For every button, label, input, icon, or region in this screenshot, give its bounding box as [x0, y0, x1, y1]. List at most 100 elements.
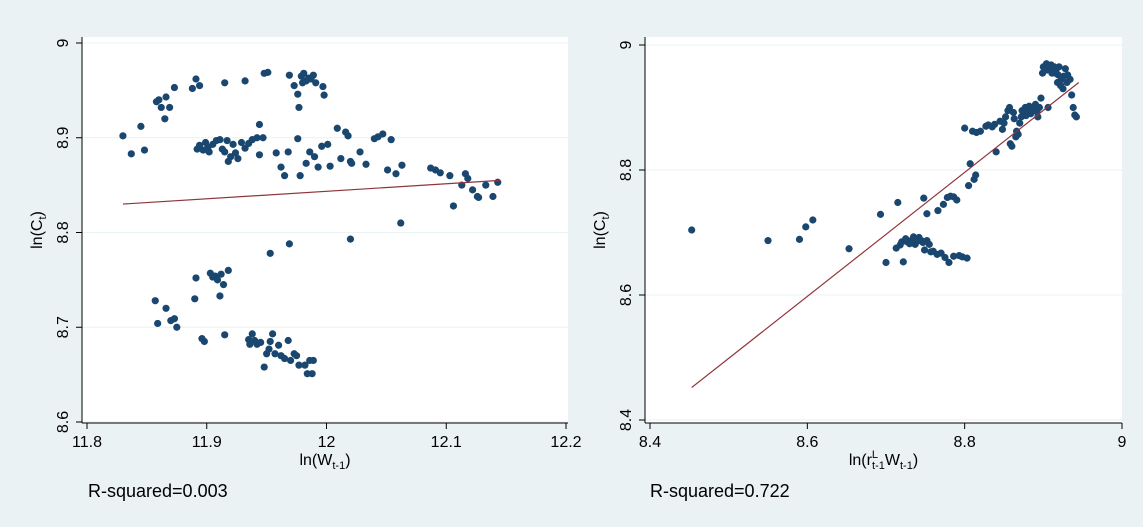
right-data-point [809, 216, 817, 224]
left-y-tick-label: 8.6 [55, 411, 72, 433]
right-data-point [953, 196, 961, 204]
left-data-point [266, 249, 274, 257]
left-data-point [216, 292, 224, 300]
right-data-point [992, 148, 1000, 156]
right-x-tick-label: 9 [1118, 434, 1127, 451]
left-y-tick-label: 8.8 [55, 221, 72, 243]
left-data-point [119, 132, 127, 140]
left-data-point [344, 132, 352, 140]
left-data-point [155, 96, 163, 104]
left-data-point [221, 79, 229, 87]
left-data-point [324, 140, 332, 148]
left-data-point [320, 91, 328, 99]
left-data-point [231, 149, 240, 157]
left-data-point [162, 304, 170, 312]
right-data-point [1035, 103, 1043, 112]
right-data-point [795, 235, 804, 243]
right-data-point [1055, 63, 1063, 71]
left-data-point [271, 350, 279, 358]
left-data-point [170, 83, 179, 92]
right-data-point [899, 258, 907, 266]
left-data-point [292, 352, 301, 360]
left-data-point [346, 235, 355, 243]
left-data-point [310, 153, 319, 161]
left-data-point [387, 136, 395, 144]
left-data-point [234, 154, 242, 163]
left-data-point [154, 319, 162, 328]
right-data-point [976, 127, 985, 135]
left-data-point [285, 71, 293, 79]
right-data-point [945, 258, 953, 267]
right-data-point [923, 210, 931, 218]
left-data-point [259, 134, 267, 142]
left-data-point [494, 178, 502, 186]
left-data-point [200, 337, 208, 346]
right-data-point [950, 252, 958, 260]
left-x-tick-label: 12.2 [550, 434, 581, 451]
right-data-point [1008, 142, 1016, 150]
right-data-point [920, 246, 929, 254]
left-data-point [195, 82, 204, 90]
left-data-point [436, 169, 444, 177]
left-y-tick-label: 8.7 [55, 316, 72, 338]
left-data-point [265, 345, 273, 353]
right-data-point [1010, 115, 1018, 123]
left-data-point [241, 77, 249, 85]
left-data-point [272, 149, 280, 157]
left-data-point [237, 138, 246, 147]
right-data-point [934, 207, 942, 215]
left-data-point [157, 103, 165, 112]
right-data-point [1069, 103, 1077, 112]
left-data-point [333, 124, 341, 132]
left-data-point [266, 337, 274, 346]
left-data-point [312, 79, 320, 87]
left-r-squared-caption: R-squared=0.003 [88, 481, 228, 501]
left-data-point [294, 135, 302, 143]
right-data-point [972, 171, 980, 179]
left-axes: 8.6 8.7 8.8 8.9 9 11.8 11.9 12 12.1 12.2 [55, 37, 582, 451]
left-data-point [392, 170, 400, 178]
left-data-point [362, 160, 370, 168]
left-data-point [295, 103, 303, 112]
right-data-point [1066, 75, 1074, 83]
left-y-tick-label: 9 [55, 38, 72, 47]
left-gridlines [82, 42, 568, 423]
right-data-point [965, 182, 973, 190]
left-data-point [326, 162, 334, 170]
left-fit-line-group [122, 179, 501, 205]
left-data-point [379, 130, 387, 138]
right-x-axis-label: ln(rL t-1Wt-1) [849, 449, 918, 472]
right-y-tick-label: 8.4 [618, 409, 635, 431]
left-data-point [306, 148, 314, 156]
left-data-point [224, 266, 232, 274]
left-data-point [318, 142, 326, 150]
left-data-point [192, 274, 200, 282]
left-data-point [337, 154, 345, 163]
left-plot-area [82, 37, 568, 423]
left-data-point [302, 159, 310, 167]
right-data-point [1001, 113, 1010, 121]
right-data-point [961, 124, 969, 132]
left-data-point [301, 361, 309, 369]
right-scatter-panel: 8.4 8.6 8.8 9 8.4 8.6 8.8 9 ln(rL t-1Wt-1) ln(Ct… [592, 37, 1127, 501]
right-data-point [1059, 85, 1067, 93]
right-x-tick-label: 8.8 [954, 434, 976, 451]
left-y-tick-label: 8.9 [55, 127, 72, 149]
right-data-point [1068, 91, 1076, 99]
right-data-point [1061, 65, 1069, 73]
left-data-point [151, 297, 159, 305]
left-data-point [219, 281, 228, 289]
left-data-point [205, 148, 213, 156]
left-x-axis-label: ln(Wt-1) [299, 452, 350, 472]
right-data-point [998, 125, 1007, 133]
right-data-point [1072, 113, 1080, 121]
right-data-point [876, 210, 885, 218]
left-x-tick-label: 12.1 [431, 434, 462, 451]
left-data-point [257, 338, 265, 347]
left-data-point [285, 240, 293, 248]
left-data-point [229, 140, 237, 148]
left-data-point [290, 82, 298, 90]
right-gridlines [645, 44, 1122, 421]
left-data-point [140, 146, 149, 154]
left-data-point [173, 323, 181, 331]
